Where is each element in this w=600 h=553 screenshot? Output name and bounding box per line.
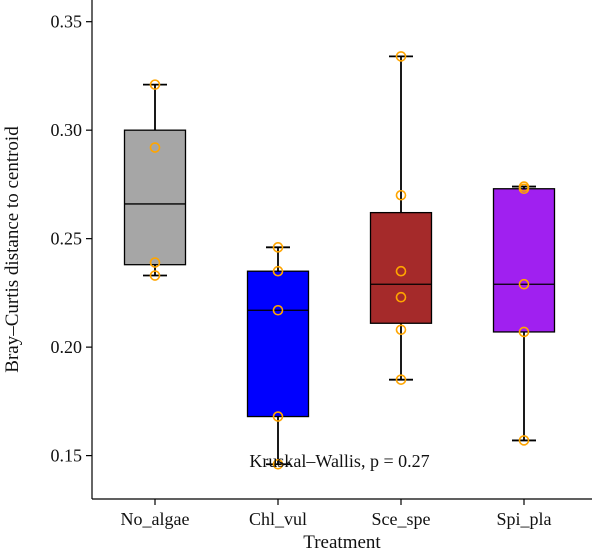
y-axis-ticks: 0.15 0.20 0.25 0.30 0.35 — [51, 12, 92, 466]
data-point — [518, 181, 530, 192]
data-point — [272, 242, 284, 253]
box-iqr — [369, 211, 433, 324]
x-tick-label: Spi_pla — [496, 509, 551, 529]
data-point — [149, 257, 161, 268]
box-Sce_spe — [369, 55, 433, 381]
data-point — [149, 270, 161, 281]
box-Spi_pla — [492, 185, 556, 442]
box-Chl_vul — [246, 246, 310, 466]
data-point — [518, 326, 530, 338]
y-axis-title: Bray–Curtis distance to centroid — [2, 126, 23, 373]
data-point — [518, 278, 530, 290]
y-tick-label: 0.30 — [51, 120, 83, 140]
y-tick-label: 0.20 — [51, 337, 83, 357]
plot-area: 0.15 0.20 0.25 0.30 0.35 No_algae Chl_vul Sce_… — [51, 0, 592, 529]
data-point — [272, 411, 284, 422]
points-layer — [149, 51, 530, 470]
data-point — [395, 374, 407, 385]
y-tick-label: 0.15 — [51, 446, 83, 466]
box-No_algae — [123, 83, 187, 277]
data-point — [395, 265, 407, 277]
boxes-layer — [123, 55, 556, 466]
kruskal-wallis-annotation: Kruskal–Wallis, p = 0.27 — [249, 451, 429, 471]
data-point — [149, 142, 161, 153]
y-tick-label: 0.35 — [51, 12, 83, 32]
data-point — [272, 265, 284, 277]
x-tick-label: No_algae — [121, 509, 190, 529]
data-point — [395, 324, 407, 336]
x-tick-label: Chl_vul — [249, 509, 307, 529]
data-point — [272, 458, 284, 470]
data-point — [395, 189, 407, 201]
box-iqr — [123, 129, 187, 266]
x-tick-label: Sce_spe — [372, 509, 431, 529]
data-point — [395, 51, 407, 62]
data-point — [149, 79, 161, 90]
data-point — [518, 435, 530, 446]
x-axis-title: Treatment — [303, 532, 381, 553]
y-tick-label: 0.25 — [51, 229, 83, 249]
x-axis-ticks: No_algae Chl_vul Sce_spe Spi_pla — [121, 499, 552, 529]
data-point — [395, 291, 407, 303]
data-point — [272, 304, 284, 316]
box-iqr — [246, 270, 310, 418]
box-iqr — [492, 188, 556, 333]
